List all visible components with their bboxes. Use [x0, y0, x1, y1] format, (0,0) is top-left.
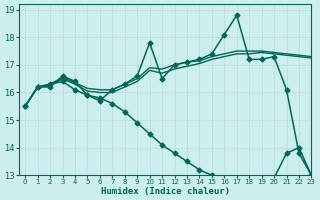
X-axis label: Humidex (Indice chaleur): Humidex (Indice chaleur) [101, 187, 230, 196]
